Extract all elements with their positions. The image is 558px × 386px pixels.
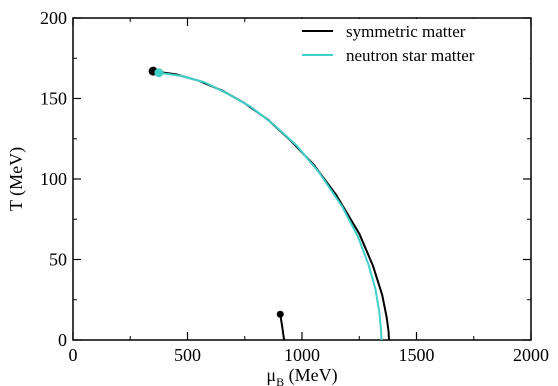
y-tick-label: 50 bbox=[49, 250, 67, 270]
y-tick-label: 200 bbox=[40, 8, 67, 28]
legend-box bbox=[294, 19, 530, 67]
x-axis-label-unit: (MeV) bbox=[284, 365, 337, 386]
legend-label-neutron-star-matter: neutron star matter bbox=[346, 46, 475, 65]
series-line-0 bbox=[152, 70, 390, 341]
x-tick-label: 1500 bbox=[399, 345, 435, 365]
tick-labels: 0 500 1000 1500 2000 0 50 100 150 200 bbox=[40, 8, 549, 365]
x-axis-label-symbol: μ bbox=[266, 365, 276, 385]
series-endpoint-2 bbox=[276, 310, 284, 318]
legend: symmetric matter neutron star matter bbox=[294, 19, 530, 67]
x-tick-label: 500 bbox=[174, 345, 201, 365]
series-line-1 bbox=[158, 71, 383, 341]
series-line-2 bbox=[279, 314, 286, 341]
y-tick-label: 0 bbox=[58, 330, 67, 350]
y-axis-label: T (MeV) bbox=[6, 147, 27, 211]
axis-ticks bbox=[72, 17, 532, 341]
series-layer bbox=[148, 66, 390, 341]
x-tick-label: 2000 bbox=[513, 345, 549, 365]
y-tick-label: 150 bbox=[40, 89, 67, 109]
x-axis-label-subscript: B bbox=[276, 375, 284, 386]
series-endpoint-1 bbox=[154, 68, 164, 78]
x-tick-label: 1000 bbox=[284, 345, 320, 365]
y-tick-label: 100 bbox=[40, 169, 67, 189]
x-axis-label: μB (MeV) bbox=[266, 365, 337, 386]
x-tick-label: 0 bbox=[69, 345, 78, 365]
legend-label-symmetric-matter: symmetric matter bbox=[346, 22, 466, 41]
